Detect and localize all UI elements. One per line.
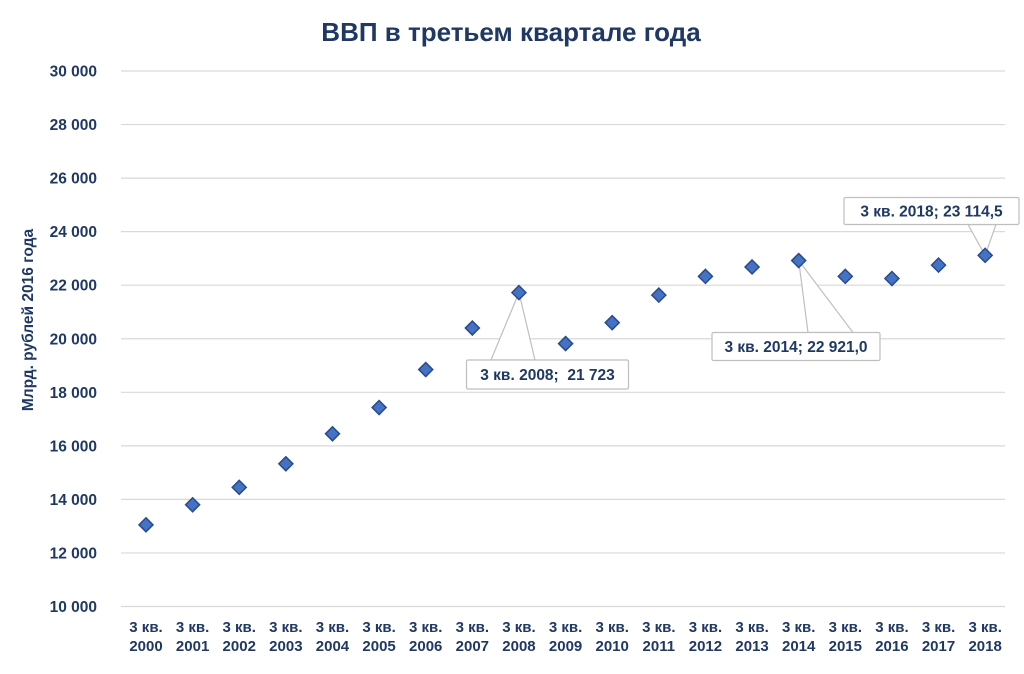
data-point-marker — [371, 399, 388, 416]
data-point-marker — [790, 252, 807, 269]
x-tick-label-year: 2006 — [409, 638, 442, 655]
x-tick-label-quarter: 3 кв. — [875, 619, 908, 636]
data-point-marker — [604, 314, 621, 331]
y-tick-label: 18 000 — [50, 385, 97, 402]
x-tick-label-quarter: 3 кв. — [129, 619, 162, 636]
x-tick-label-quarter: 3 кв. — [502, 619, 535, 636]
x-tick-label-year: 2016 — [875, 638, 908, 655]
data-point-marker — [883, 270, 900, 287]
data-point-marker — [324, 425, 341, 442]
data-point-marker — [650, 287, 667, 304]
annotation-callout — [711, 331, 881, 362]
y-tick-label: 12 000 — [50, 545, 97, 562]
y-tick-label: 28 000 — [50, 117, 97, 134]
data-point-marker — [510, 284, 528, 301]
x-tick-label-quarter: 3 кв. — [829, 619, 862, 636]
x-tick-label-year: 2011 — [643, 638, 676, 655]
data-point-marker — [837, 268, 854, 285]
x-tick-label-quarter: 3 кв. — [223, 619, 256, 636]
annotation-label: 3 кв. 2014; 22 921,0 — [724, 339, 867, 356]
annotation-label: 3 кв. 2008; 21 723 — [480, 367, 615, 384]
x-tick-label-year: 2007 — [456, 638, 489, 655]
annotation-label: 3 кв. 2018; 23 114,5 — [860, 204, 1003, 221]
x-tick-label-quarter: 3 кв. — [176, 619, 209, 636]
x-tick-label-year: 2009 — [549, 638, 582, 655]
annotation-callout — [465, 359, 630, 390]
x-tick-label-quarter: 3 кв. — [456, 619, 489, 636]
data-point-marker — [137, 516, 155, 533]
y-tick-label: 14 000 — [50, 492, 97, 509]
x-tick-label-quarter: 3 кв. — [269, 619, 302, 636]
data-point-marker — [697, 268, 714, 285]
x-tick-label-year: 2008 — [502, 638, 535, 655]
x-tick-label-year: 2012 — [689, 638, 722, 655]
x-tick-label-year: 2013 — [735, 638, 768, 655]
x-tick-label-year: 2018 — [968, 638, 1001, 655]
y-tick-label: 24 000 — [50, 224, 97, 241]
x-tick-label-year: 2017 — [922, 638, 955, 655]
data-point-marker — [977, 247, 994, 264]
x-tick-label-quarter: 3 кв. — [642, 619, 675, 636]
annotation-leader — [490, 290, 536, 361]
x-tick-label-quarter: 3 кв. — [782, 619, 815, 636]
x-tick-labels-group: 3 кв. 2000 3 кв. 2001 3 кв. 2002 3 кв. 2003 3 кв… — [129, 619, 1002, 655]
y-tick-label: 16 000 — [50, 438, 97, 455]
x-tick-label-quarter: 3 кв. — [409, 619, 442, 636]
x-tick-label-year: 2002 — [223, 638, 256, 655]
x-tick-label-quarter: 3 кв. — [968, 619, 1001, 636]
y-tick-label: 22 000 — [50, 278, 97, 295]
data-points-group — [137, 247, 994, 533]
x-tick-label-quarter: 3 кв. — [316, 619, 349, 636]
data-point-marker — [930, 257, 947, 274]
x-tick-label-quarter: 3 кв. — [689, 619, 722, 636]
chart-title: ВВП в третьем квартале года — [321, 17, 701, 47]
y-tick-labels-group: 10 000 12 000 14 000 16 000 18 000 20 000 22 0… — [50, 64, 97, 617]
x-tick-label-quarter: 3 кв. — [735, 619, 768, 636]
x-tick-label-quarter: 3 кв. — [549, 619, 582, 636]
x-tick-label-quarter: 3 кв. — [595, 619, 628, 636]
x-tick-label-year: 2003 — [269, 638, 302, 655]
y-tick-label: 30 000 — [50, 64, 97, 81]
x-tick-label-year: 2001 — [176, 638, 209, 655]
data-point-marker — [417, 361, 434, 378]
x-tick-label-quarter: 3 кв. — [362, 619, 395, 636]
x-tick-label-quarter: 3 кв. — [922, 619, 955, 636]
y-tick-label: 20 000 — [50, 331, 97, 348]
x-tick-label-year: 2015 — [829, 638, 862, 655]
x-tick-label-year: 2014 — [782, 638, 816, 655]
x-tick-label-year: 2004 — [316, 638, 350, 655]
data-point-marker — [557, 335, 574, 352]
data-point-marker — [277, 455, 294, 472]
data-point-marker — [743, 258, 761, 276]
annotation-callout — [843, 196, 1020, 226]
data-point-marker — [464, 319, 481, 337]
x-tick-label-year: 2010 — [596, 638, 629, 655]
annotation-callouts-group: 3 кв. 2008; 21 723 3 кв. 2014; 22 921,0 3 … — [465, 196, 1020, 390]
x-tick-label-year: 2000 — [129, 638, 162, 655]
x-tick-label-year: 2005 — [362, 638, 395, 655]
y-axis-title: Млрд. рублей 2016 года — [20, 229, 37, 412]
y-tick-label: 26 000 — [50, 171, 97, 188]
y-tick-label: 10 000 — [50, 599, 97, 616]
data-point-marker — [231, 479, 248, 496]
data-point-marker — [184, 496, 201, 513]
